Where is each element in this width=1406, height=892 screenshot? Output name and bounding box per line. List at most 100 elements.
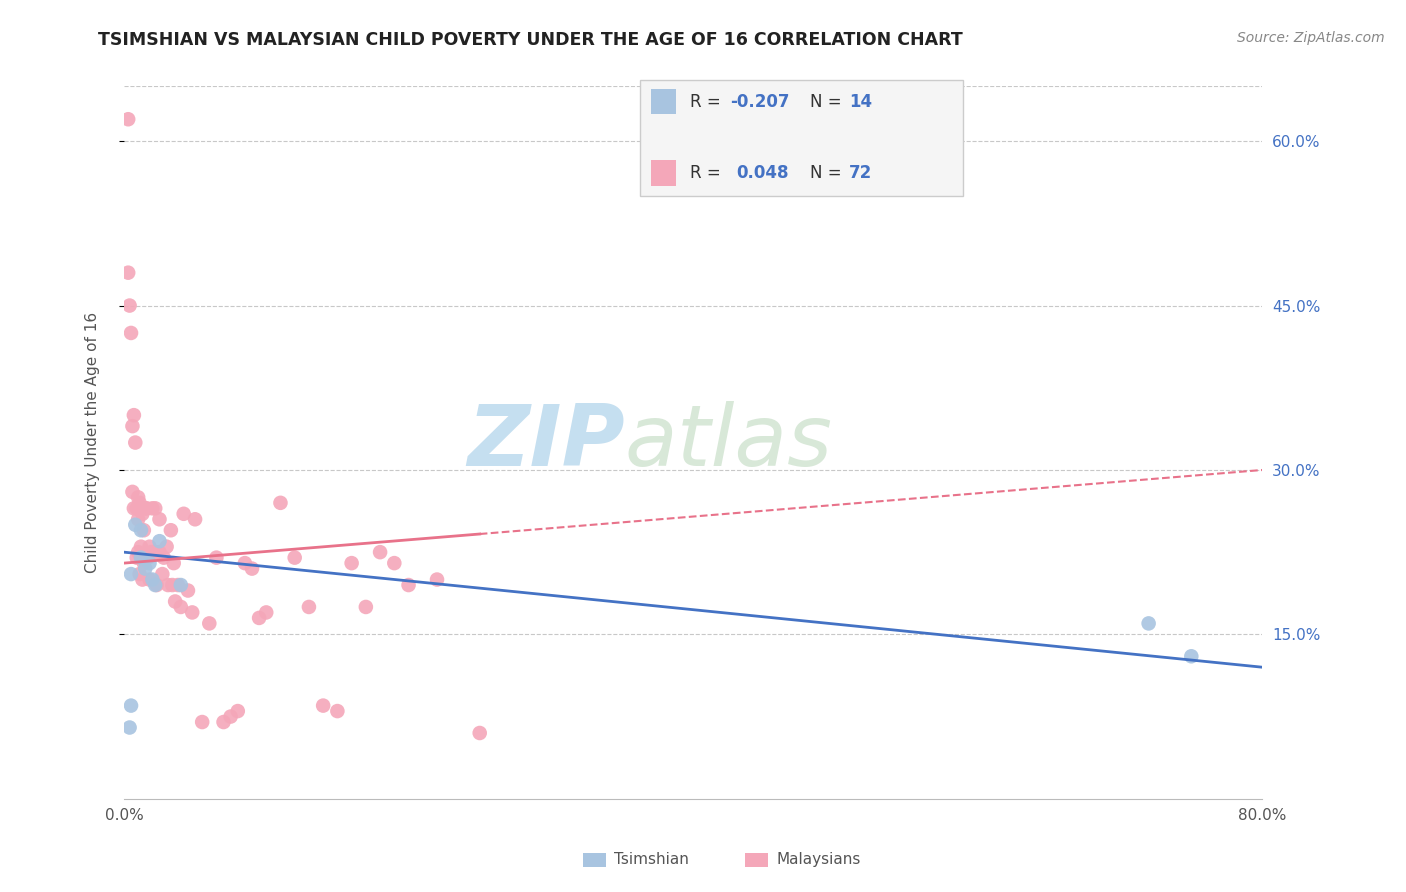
Point — [124, 517, 146, 532]
Point — [212, 714, 235, 729]
Text: N =: N = — [810, 164, 846, 182]
Point — [125, 501, 148, 516]
Text: 72: 72 — [849, 164, 873, 182]
Point — [240, 561, 263, 575]
Point — [326, 704, 349, 718]
Point — [167, 578, 190, 592]
Point — [134, 550, 156, 565]
Point — [150, 567, 173, 582]
Text: Malaysians: Malaysians — [776, 853, 860, 867]
Point — [191, 714, 214, 729]
Text: R =: R = — [690, 93, 727, 111]
Point — [219, 709, 242, 723]
Point — [165, 594, 187, 608]
Point — [141, 573, 163, 587]
Point — [142, 545, 165, 559]
Point — [426, 573, 449, 587]
Point — [141, 501, 163, 516]
Point — [205, 550, 228, 565]
Point — [129, 523, 152, 537]
Point — [162, 578, 184, 592]
Text: -0.207: -0.207 — [730, 93, 789, 111]
Point — [117, 112, 139, 127]
Point — [148, 545, 170, 559]
Point — [138, 540, 160, 554]
Point — [117, 266, 139, 280]
Point — [148, 512, 170, 526]
Point — [128, 496, 150, 510]
Point — [233, 556, 256, 570]
Point — [138, 573, 160, 587]
Point — [129, 501, 152, 516]
Point — [132, 523, 155, 537]
Point — [143, 578, 166, 592]
Point — [120, 698, 142, 713]
Point — [139, 545, 162, 559]
Point — [284, 550, 307, 565]
Point — [354, 599, 377, 614]
Point — [118, 299, 141, 313]
Point — [135, 501, 157, 516]
Point — [170, 578, 193, 592]
Point — [173, 507, 195, 521]
Point — [298, 599, 321, 614]
Point — [163, 556, 186, 570]
Point — [118, 721, 141, 735]
Text: TSIMSHIAN VS MALAYSIAN CHILD POVERTY UNDER THE AGE OF 16 CORRELATION CHART: TSIMSHIAN VS MALAYSIAN CHILD POVERTY UND… — [98, 31, 963, 49]
Point — [398, 578, 420, 592]
Text: Source: ZipAtlas.com: Source: ZipAtlas.com — [1237, 31, 1385, 45]
Point — [143, 545, 166, 559]
Point — [226, 704, 249, 718]
Point — [129, 540, 152, 554]
Point — [120, 567, 142, 582]
Point — [131, 573, 153, 587]
Point — [160, 523, 183, 537]
Point — [155, 540, 177, 554]
Point — [136, 550, 159, 565]
Point — [120, 326, 142, 340]
Point — [157, 578, 180, 592]
Point — [143, 501, 166, 516]
Point — [121, 419, 143, 434]
Point — [127, 491, 149, 505]
Point — [184, 512, 207, 526]
Text: Tsimshian: Tsimshian — [614, 853, 689, 867]
Point — [170, 599, 193, 614]
Point — [138, 556, 160, 570]
Text: ZIP: ZIP — [467, 401, 624, 484]
Text: R =: R = — [690, 164, 731, 182]
Text: 14: 14 — [849, 93, 872, 111]
Point — [1180, 649, 1202, 664]
Point — [312, 698, 335, 713]
Point — [340, 556, 363, 570]
Point — [134, 501, 156, 516]
Point — [127, 512, 149, 526]
Point — [368, 545, 391, 559]
Point — [145, 578, 167, 592]
Point — [132, 556, 155, 570]
Point — [129, 550, 152, 565]
Point — [131, 507, 153, 521]
Point — [124, 435, 146, 450]
Point — [148, 534, 170, 549]
Point — [121, 484, 143, 499]
Point — [382, 556, 405, 570]
Point — [247, 611, 270, 625]
Text: atlas: atlas — [624, 401, 832, 484]
Point — [122, 501, 145, 516]
Text: 0.048: 0.048 — [737, 164, 789, 182]
Y-axis label: Child Poverty Under the Age of 16: Child Poverty Under the Age of 16 — [86, 312, 100, 574]
Point — [468, 726, 491, 740]
Point — [198, 616, 221, 631]
Point — [125, 550, 148, 565]
Point — [269, 496, 291, 510]
Point — [128, 567, 150, 582]
Point — [177, 583, 200, 598]
Point — [127, 545, 149, 559]
Text: N =: N = — [810, 93, 846, 111]
Point — [254, 606, 277, 620]
Point — [1137, 616, 1160, 631]
Point — [181, 606, 204, 620]
Point — [122, 408, 145, 422]
Point — [134, 561, 156, 575]
